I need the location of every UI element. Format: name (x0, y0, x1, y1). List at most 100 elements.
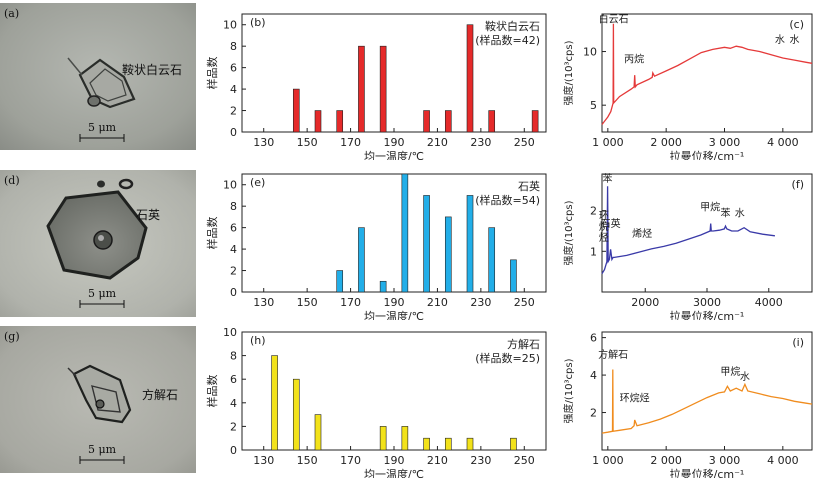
x-tick-label: 130 (253, 296, 274, 309)
histogram-bar (466, 24, 474, 133)
peak-annotation: 方解石 (598, 348, 628, 361)
x-tick-label: 190 (384, 454, 405, 467)
x-axis-label: 均一温度/℃ (364, 149, 424, 160)
histogram-bar (510, 259, 517, 293)
spectrum-panel-i: 2 4 6 1 000 2 000 3 000 4 000 方解石 环烷烃 甲烷水 (i) 拉曼位移/… (558, 318, 816, 481)
peak-annotation: 白云石 (599, 13, 629, 26)
panel-label: (e) (250, 176, 265, 189)
x-tick-label: 4 000 (767, 136, 799, 149)
peak-annotation: 水 (740, 371, 750, 383)
peak-annotation: 石英 (601, 217, 621, 230)
photo-g-label: (g) (4, 330, 20, 343)
histogram-bar (423, 110, 430, 133)
x-tick-label: 210 (427, 296, 448, 309)
histogram-bar (444, 437, 452, 451)
histogram-h-svg: 0 2 4 6 8 10 130 150 170 190 210 230 250 (h) 方解石(样品数=2… (205, 326, 547, 481)
y-tick-label: 4 (590, 369, 597, 382)
y-tick-label: 2 (230, 420, 237, 433)
x-tick-label: 230 (470, 296, 491, 309)
y-tick-label: 6 (230, 222, 237, 235)
y-axis-label: 样品数 (205, 375, 219, 408)
y-tick-label: 1 (590, 245, 597, 258)
histogram-bar (379, 280, 387, 293)
panel-label: (h) (250, 334, 266, 347)
photo-g-image (0, 326, 196, 473)
y-tick-label: 4 (230, 83, 237, 96)
histogram-bar (466, 437, 474, 451)
histogram-panel-e: 0 2 4 6 8 10 130 150 170 190 210 230 250 (e) 石英 (样品数=54… (196, 160, 556, 323)
x-tick-label: 150 (297, 454, 318, 467)
x-tick-label: 1 000 (592, 454, 624, 467)
peak-annotation: 环烷烃 (599, 211, 609, 244)
x-tick-label: 230 (470, 454, 491, 467)
y-tick-label: 2 (230, 265, 237, 278)
x-tick-label: 3000 (693, 296, 721, 309)
photo-a-label: (a) (4, 7, 20, 20)
peak-annotation: 甲烷 (720, 365, 740, 378)
x-tick-label: 250 (514, 296, 535, 309)
x-tick-label: 2 000 (650, 454, 682, 467)
histogram-bar (466, 195, 474, 293)
photo-panel-g: (g) 方解石 5 μm (0, 326, 196, 473)
y-tick-label: 2 (590, 407, 597, 420)
histogram-bar (444, 216, 452, 293)
histogram-b-svg: 0 2 4 6 8 10 130 150 170 190 210 230 250 (b) 鞍状白云石(样品数… (205, 13, 547, 163)
histogram-bar (401, 173, 409, 293)
vapor-bubble (95, 399, 105, 409)
photo-g-mineral: 方解石 (142, 388, 179, 402)
vapor-bubble (87, 95, 101, 107)
x-tick-label: 170 (340, 136, 361, 149)
y-tick-label: 4 (230, 243, 237, 256)
histogram-bar (379, 45, 387, 133)
photo-a-mineral: 鞍状白云石 (122, 63, 183, 77)
x-tick-label: 190 (384, 136, 405, 149)
peak-annotation: 苯 (721, 207, 731, 220)
x-tick-label: 150 (297, 296, 318, 309)
chart-title: 石英 (518, 179, 540, 193)
photo-d-mineral: 石英 (136, 208, 161, 222)
x-tick-label: 230 (470, 136, 491, 149)
peak-annotation: 水 (790, 34, 800, 46)
x-tick-label: 2000 (631, 296, 659, 309)
x-axis-label: 均一温度/℃ (364, 467, 424, 478)
y-tick-label: 6 (230, 62, 237, 75)
y-axis-label: 样品数 (205, 217, 219, 250)
histogram-bar (292, 88, 300, 133)
y-tick-label: 0 (230, 126, 237, 139)
x-tick-label: 2 000 (650, 136, 682, 149)
y-tick-label: 10 (223, 326, 237, 339)
photo-a-image (0, 3, 196, 150)
y-axis-label: 强度/(10³cps) (562, 40, 575, 105)
histogram-bar (510, 437, 517, 451)
x-tick-label: 1 000 (592, 136, 624, 149)
photo-a-scale-label: 5 μm (88, 121, 117, 134)
photo-d-scale-label: 5 μm (88, 287, 117, 300)
x-tick-label: 250 (514, 136, 535, 149)
chart-subtitle: (样品数=42) (475, 33, 540, 47)
histogram-bar (531, 110, 539, 133)
histogram-bar (292, 378, 300, 451)
photo-panel-d: (d) 石英 5 μm (0, 170, 196, 317)
y-tick-label: 2 (590, 205, 597, 218)
histogram-panel-h: 0 2 4 6 8 10 130 150 170 190 210 230 250 (h) 方解石 (样品数=2… (196, 318, 556, 481)
x-tick-label: 130 (253, 136, 274, 149)
spectrum-panel-f: 1 2 2000 3000 4000 苯环烷烃 石英 烯烃 甲烷苯水 (f) 拉曼位移/cm⁻¹ 强度… (558, 160, 816, 323)
histogram-bar (423, 437, 430, 451)
panel-label: (f) (792, 178, 804, 191)
y-tick-label: 10 (223, 179, 237, 192)
y-tick-label: 8 (230, 40, 237, 53)
photo-panel-a: (a) 鞍状白云石 5 μm (0, 3, 196, 150)
y-axis-label: 强度/(10³cps) (562, 200, 575, 265)
histogram-bar (488, 110, 496, 133)
peak-annotation: 烯烃 (632, 227, 652, 240)
y-tick-label: 10 (223, 19, 237, 32)
peak-annotation: 水 (735, 208, 745, 220)
histogram-bar (444, 110, 452, 133)
chart-title: 方解石 (507, 337, 540, 351)
x-tick-label: 210 (427, 136, 448, 149)
spectrum-panel-c: 5 10 1 000 2 000 3 000 4 000 白云石 丙烷 水水 (c) 拉曼位移/cm… (558, 0, 816, 163)
photo-g-scale-label: 5 μm (88, 443, 117, 456)
y-axis-label: 强度/(10³cps) (562, 358, 575, 423)
